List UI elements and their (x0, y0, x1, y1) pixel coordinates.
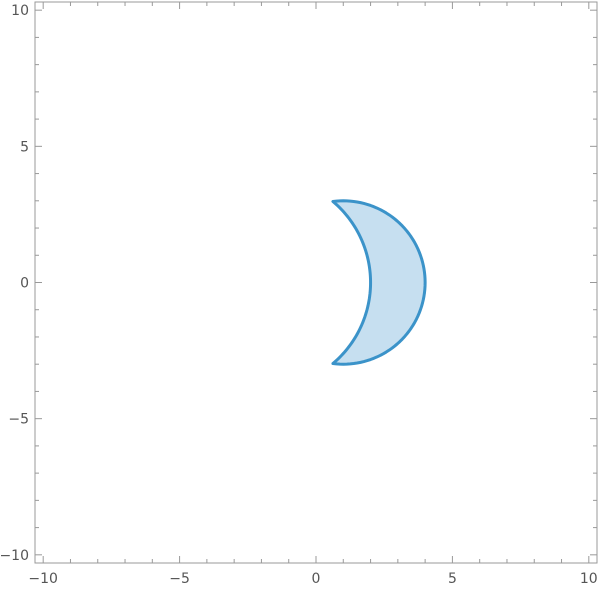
x-tick-label: 5 (448, 571, 457, 587)
y-tick-label: 0 (20, 276, 29, 292)
y-tick-label: −10 (0, 548, 29, 564)
x-tick-label: −5 (169, 571, 190, 587)
x-tick-label: 10 (580, 571, 598, 587)
y-tick-label: 5 (20, 139, 29, 155)
x-tick-label: 0 (312, 571, 321, 587)
tick-labels: −10 −5 0 5 10 10 5 0 −5 −10 (0, 3, 598, 587)
ticks (35, 2, 597, 563)
y-tick-label: −5 (8, 412, 29, 428)
x-tick-label: −10 (28, 571, 58, 587)
y-tick-label: 10 (11, 3, 29, 19)
crescent-region (331, 199, 427, 366)
plot-frame (34, 1, 598, 564)
